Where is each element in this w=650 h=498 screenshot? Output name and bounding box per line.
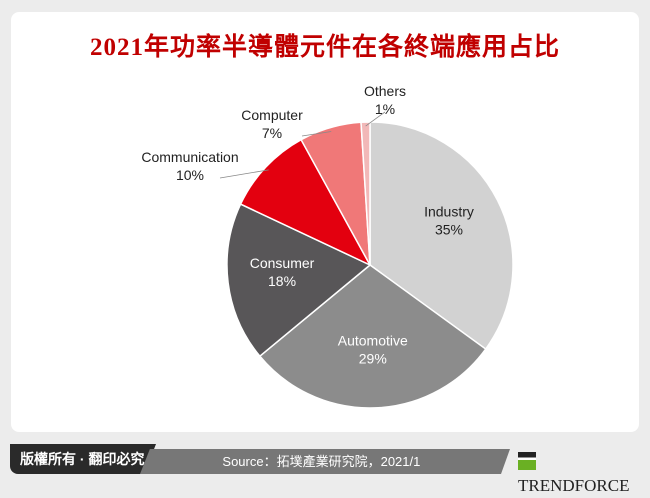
footer: 版權所有 · 翻印必究 Source：拓墣產業研究院，2021/10 TREND… [10, 444, 640, 495]
slice-category-label: Others [364, 83, 406, 99]
pie-slice-consumer [226, 203, 372, 358]
footer-bar [420, 449, 510, 474]
copyright-label: 版權所有 · 翻印必究 [10, 444, 156, 474]
slice-category-label: Automotive [338, 333, 408, 349]
leader-line [219, 169, 269, 179]
chart-title: 2021年功率半導體元件在各終端應用占比 [89, 34, 560, 61]
slice-value-label: 29% [359, 351, 387, 367]
slice-category-label: Communication [141, 149, 238, 165]
slice-category-label: Computer [241, 107, 303, 123]
pie-slice-others [360, 121, 371, 266]
leader-line [301, 131, 332, 137]
slice-category-label: Consumer [250, 255, 315, 271]
brand-name: TRENDFORCE [518, 476, 630, 495]
pie-slice-industry [369, 121, 514, 351]
pie-slice-communication [239, 138, 372, 267]
trendforce-logo: TRENDFORCE [518, 450, 640, 498]
slice-value-label: 18% [268, 273, 296, 289]
slice-value-label: 35% [435, 222, 463, 238]
logo-icon [518, 452, 536, 470]
slice-category-label: Industry [424, 204, 474, 220]
source-label: Source：拓墣產業研究院，2021/10 [140, 449, 470, 474]
slice-value-label: 10% [176, 167, 204, 183]
slice-value-label: 1% [375, 101, 395, 117]
slice-value-label: 7% [262, 125, 282, 141]
pie-slice-automotive [258, 264, 487, 409]
leader-line [365, 111, 386, 127]
pie-chart: Industry 35% Automotive 29% Consumer 18% Commu… [141, 83, 514, 409]
